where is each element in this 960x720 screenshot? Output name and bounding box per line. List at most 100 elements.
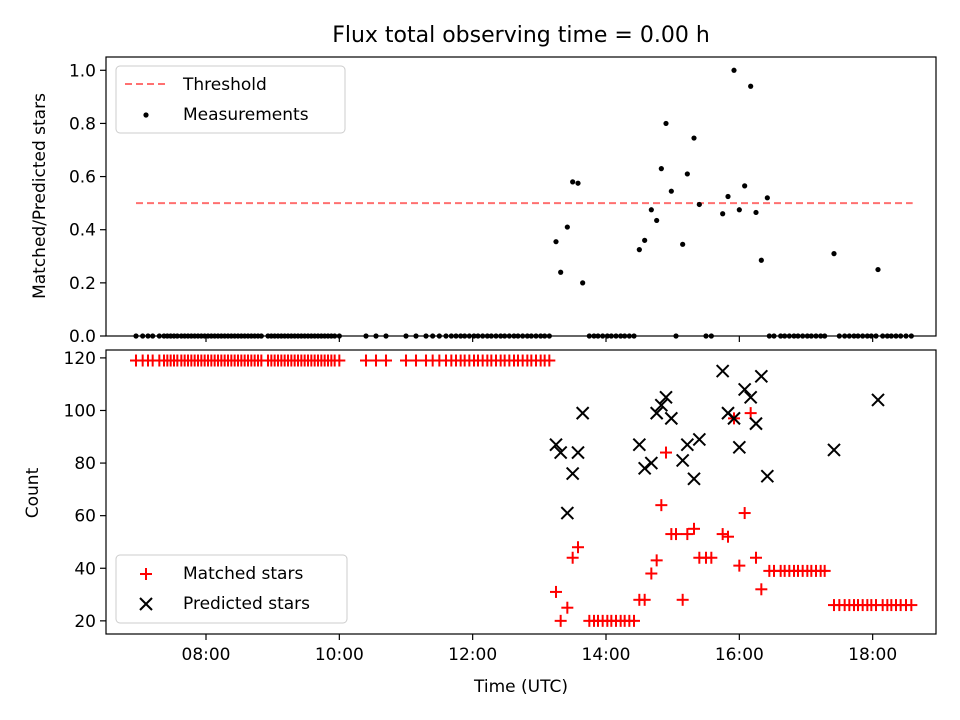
matched-star-marker [818,564,831,577]
predicted-star-marker [871,393,885,407]
matched-star-marker [628,614,640,627]
measurement-point [558,269,564,275]
x-axis-label: Time (UTC) [473,677,568,697]
matched-star-marker [688,522,700,535]
count-y-tick-label: 100 [64,401,96,421]
predicted-star-marker [749,416,763,431]
measurement-point [654,217,660,224]
matched-star-marker [681,528,694,541]
predicted-star-marker [754,369,769,384]
matched-star-marker [750,551,762,564]
measurement-point [831,251,837,257]
predicted-star-marker [553,445,568,460]
matched-star-marker [755,583,768,596]
predicted-star-marker [649,406,664,420]
measurement-point [696,201,702,208]
matched-star-marker [566,551,579,564]
legend-matched-label: Matched stars [183,564,303,584]
predicted-star-marker [680,437,695,452]
ratio-y-tick-label: 0.0 [69,327,96,347]
matched-star-marker [655,499,668,512]
legend-predicted-label: Predicted stars [183,594,310,614]
predicted-star-marker [692,432,707,447]
measurement-point [642,237,648,243]
measurement-point [875,266,881,273]
measurement-point [658,166,664,172]
measurement-point [731,67,737,73]
matched-star-marker [561,601,574,614]
predicted-star-marker [727,411,741,426]
x-tick-label: 12:00 [448,645,497,665]
predicted-star-marker [560,506,575,520]
matched-star-marker [645,567,658,580]
count-y-tick-label: 40 [74,559,96,579]
measurement-point [720,211,726,217]
predicted-star-marker [743,390,758,405]
count-panel: 20 40 60 80 100 120 08:00 10:00 12:00 14:00 16:00… [23,349,937,697]
matched-star-marker [716,528,729,541]
measurement-point [570,179,576,185]
matched-star-marker [722,530,734,543]
predicted-star-marker [565,466,580,481]
measurement-point [575,180,581,186]
measurement-point [564,224,570,230]
ratio-axes-frame [105,56,937,337]
predicted-star-marker [571,445,585,460]
measurement-point [663,120,669,127]
ratio-panel: 0.0 0.2 0.4 0.6 0.8 1.0 Matched/Predicted sta… [30,56,937,347]
predicted-star-marker [715,364,730,378]
count-y-tick-label: 80 [74,454,96,474]
matched-star-marker [733,559,746,572]
predicted-star-marker [575,406,590,420]
legend-threshold-label: Threshold [182,75,267,95]
matched-star-marker [543,354,556,367]
measurement-point [580,280,586,286]
legend-predicted-swatch [139,597,153,611]
predicted-star-marker [737,382,752,397]
ratio-legend-box [115,65,346,134]
predicted-star-marker [549,437,563,452]
figure-title: Flux total observing time = 0.00 h [332,23,710,48]
legend-measurements-swatch [143,112,149,118]
x-tick-label: 16:00 [715,645,764,665]
predicted-star-marker [675,453,690,468]
matched-star-marker [738,507,751,520]
matched-star-marker [650,554,663,567]
measurement-point [553,239,559,245]
measurement-point [691,135,697,141]
measurement-point [668,188,674,194]
matched-star-marker [670,528,682,541]
ratio-y-axis-label: Matched/Predicted stars [30,93,50,299]
count-y-axis-label: Count [23,467,43,518]
measurement-point [736,207,742,213]
matched-star-marker [550,585,562,598]
count-y-tick-label: 120 [64,349,96,369]
ratio-y-tick-label: 0.8 [69,114,96,134]
measurement-point [764,195,770,201]
ratio-y-tick-label: 1.0 [69,61,96,81]
matched-star-marker [905,599,918,612]
measurement-point [684,171,690,177]
count-y-ticks: 20 40 60 80 100 120 [64,349,106,632]
measurement-point [753,209,759,216]
matched-star-marker [705,551,718,564]
count-legend: Matched stars Predicted stars [115,554,348,624]
ratio-y-tick-label: 0.6 [69,168,96,188]
predicted-star-marker [760,469,775,483]
count-legend-box [115,554,348,624]
legend-measurements-label: Measurements [183,105,309,125]
legend-matched-swatch [140,568,152,580]
measurement-point [648,207,654,213]
matched-star-marker [572,541,584,554]
count-x-ticks: 08:00 10:00 12:00 14:00 16:00 18:00 [182,634,897,665]
matched-star-marker [660,446,672,459]
x-tick-label: 08:00 [182,645,231,665]
predicted-star-marker [827,443,841,457]
matched-star-marker [333,354,346,367]
predicted-star-marker [654,398,669,412]
predicted-star-marker [687,472,701,486]
predicted-star-marker [659,390,673,405]
matched-star-marker [638,593,651,606]
ratio-legend: Threshold Measurements [115,65,346,134]
